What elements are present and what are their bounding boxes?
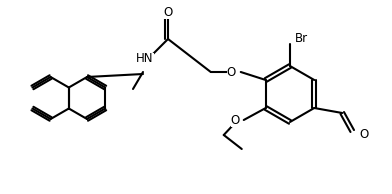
Text: O: O [227, 66, 236, 79]
Text: O: O [230, 113, 240, 126]
Text: O: O [359, 128, 368, 141]
Text: O: O [163, 5, 172, 18]
Text: Br: Br [295, 31, 308, 44]
Text: HN: HN [136, 53, 154, 66]
